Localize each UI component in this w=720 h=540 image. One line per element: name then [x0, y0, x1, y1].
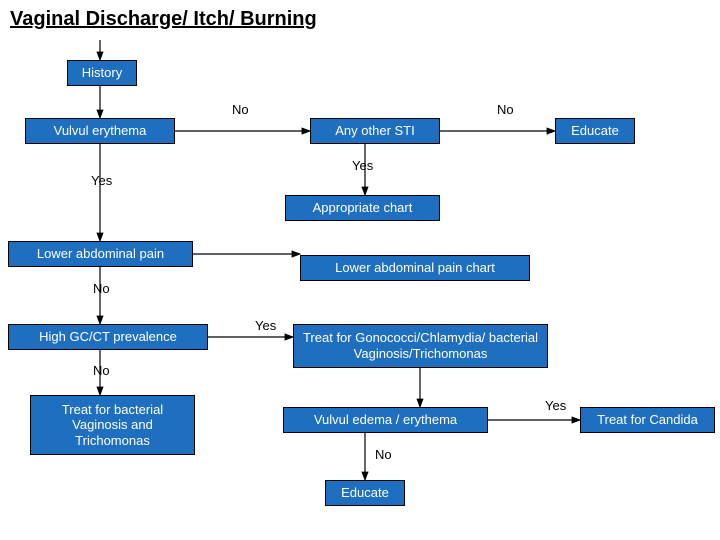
node-highgc: High GC/CT prevalence: [8, 324, 208, 350]
node-educate1: Educate: [555, 118, 635, 144]
edge-label-no5: No: [375, 447, 392, 462]
edge-label-no1: No: [232, 102, 249, 117]
edge-label-no4: No: [93, 363, 110, 378]
node-vulvuledema: Vulvul edema / erythema: [283, 407, 488, 433]
node-vulvul: Vulvul erythema: [25, 118, 175, 144]
edge-label-no3: No: [93, 281, 110, 296]
node-anyother: Any other STI: [310, 118, 440, 144]
page-title: Vaginal Discharge/ Itch/ Burning: [10, 8, 317, 31]
node-lap: Lower abdominal pain: [8, 241, 193, 267]
edge-label-yes3: Yes: [255, 318, 276, 333]
node-treatbv: Treat for bacterial Vaginosis and Tricho…: [30, 395, 195, 455]
edge-label-yes1: Yes: [91, 173, 112, 188]
edge-label-yes2: Yes: [352, 158, 373, 173]
node-treatcandida: Treat for Candida: [580, 407, 715, 433]
edge-label-no2: No: [497, 102, 514, 117]
node-lapchart: Lower abdominal pain chart: [300, 255, 530, 281]
node-educate2: Educate: [325, 480, 405, 506]
node-history: History: [67, 60, 137, 86]
edge-label-yes4: Yes: [545, 398, 566, 413]
node-appchart: Appropriate chart: [285, 195, 440, 221]
node-treatgc: Treat for Gonococci/Chlamydia/ bacterial…: [293, 324, 548, 368]
